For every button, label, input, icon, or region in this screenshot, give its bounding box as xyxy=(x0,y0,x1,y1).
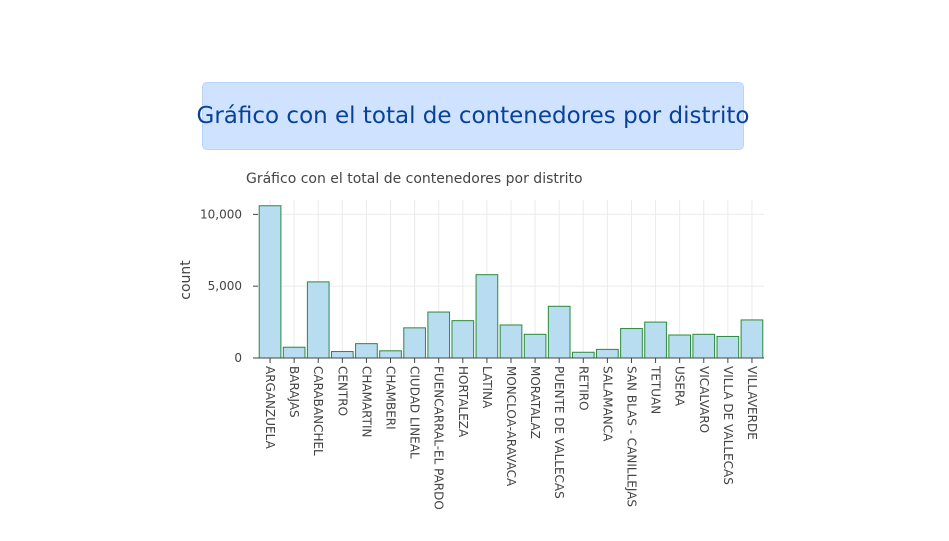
bar-vicalvaro[interactable] xyxy=(692,333,716,359)
x-tick-label: USERA xyxy=(673,366,687,407)
y-tick-label: 0 xyxy=(234,351,242,365)
x-tick-label: SALAMANCA xyxy=(600,366,614,442)
bar-latina[interactable] xyxy=(475,274,499,359)
bar-barajas[interactable] xyxy=(282,346,306,359)
x-tick-label: CENTRO xyxy=(335,366,349,416)
x-tick-label: SAN BLAS - CANILLEJAS xyxy=(624,366,638,507)
y-tick-label: 10,000 xyxy=(200,207,242,221)
bar-usera[interactable] xyxy=(668,334,692,359)
x-tick-label: VILLAVERDE xyxy=(745,366,759,440)
x-tick-label: CIUDAD LINEAL xyxy=(408,366,422,459)
y-ticks: 0 5,000 10,000 xyxy=(200,207,258,365)
banner-title: Gráfico con el total de contenedores por… xyxy=(196,103,750,129)
x-tick-label: TETUAN xyxy=(649,365,663,414)
bar-hortaleza[interactable] xyxy=(451,320,475,359)
chart-title: Gráfico con el total de contenedores por… xyxy=(246,171,583,187)
bar-chamartin[interactable] xyxy=(355,343,378,359)
bar-villaverde[interactable] xyxy=(740,319,764,359)
bar-villa-de-vallecas[interactable] xyxy=(716,335,740,359)
bar-retiro[interactable] xyxy=(571,351,595,359)
bar-carabanchel[interactable] xyxy=(306,281,330,359)
title-banner: Gráfico con el total de contenedores por… xyxy=(197,82,749,150)
x-tick-label: RETIRO xyxy=(576,366,590,411)
x-tick-label: CARABANCHEL xyxy=(311,366,325,456)
x-tick-label: MORATALAZ xyxy=(528,366,542,439)
x-tick-label: HORTALEZA xyxy=(456,366,470,438)
bar-arganzuela[interactable] xyxy=(258,205,282,359)
y-tick-label: 5,000 xyxy=(208,279,242,293)
x-tick-label: MONCLOA-ARAVACA xyxy=(504,366,518,487)
bar-tetuan[interactable] xyxy=(644,321,667,359)
x-tick-label: VILLA DE VALLECAS xyxy=(721,366,735,485)
bar-fuencarral-el-pardo[interactable] xyxy=(427,311,451,359)
y-axis-title: count xyxy=(178,260,194,300)
bar-centro[interactable] xyxy=(330,351,354,359)
bar-moratalaz[interactable] xyxy=(523,333,547,359)
x-tick-label: VICALVARO xyxy=(697,366,711,433)
x-tick-label: CHAMARTIN xyxy=(359,366,373,437)
bar-salamanca[interactable] xyxy=(596,348,619,359)
x-tick-label: ARGANZUELA xyxy=(263,366,277,450)
bar-chamberi[interactable] xyxy=(379,350,402,359)
x-tick-label: FUENCARRAL-EL PARDO xyxy=(432,366,446,510)
x-tick-label: BARAJAS xyxy=(287,366,301,418)
x-ticks: ARGANZUELA BARAJAS CARABANCHEL CENTRO CHAMAR… xyxy=(263,358,759,510)
bar-moncloa-aravaca[interactable] xyxy=(499,324,523,359)
x-tick-label: CHAMBERI xyxy=(384,366,398,430)
bar-ciudad-lineal[interactable] xyxy=(403,327,426,359)
bar-san-blas-canillejas[interactable] xyxy=(620,328,643,359)
x-tick-label: PUENTE DE VALLECAS xyxy=(552,366,566,499)
x-tick-label: LATINA xyxy=(480,366,494,409)
bar-puente-de-vallecas[interactable] xyxy=(547,305,571,359)
